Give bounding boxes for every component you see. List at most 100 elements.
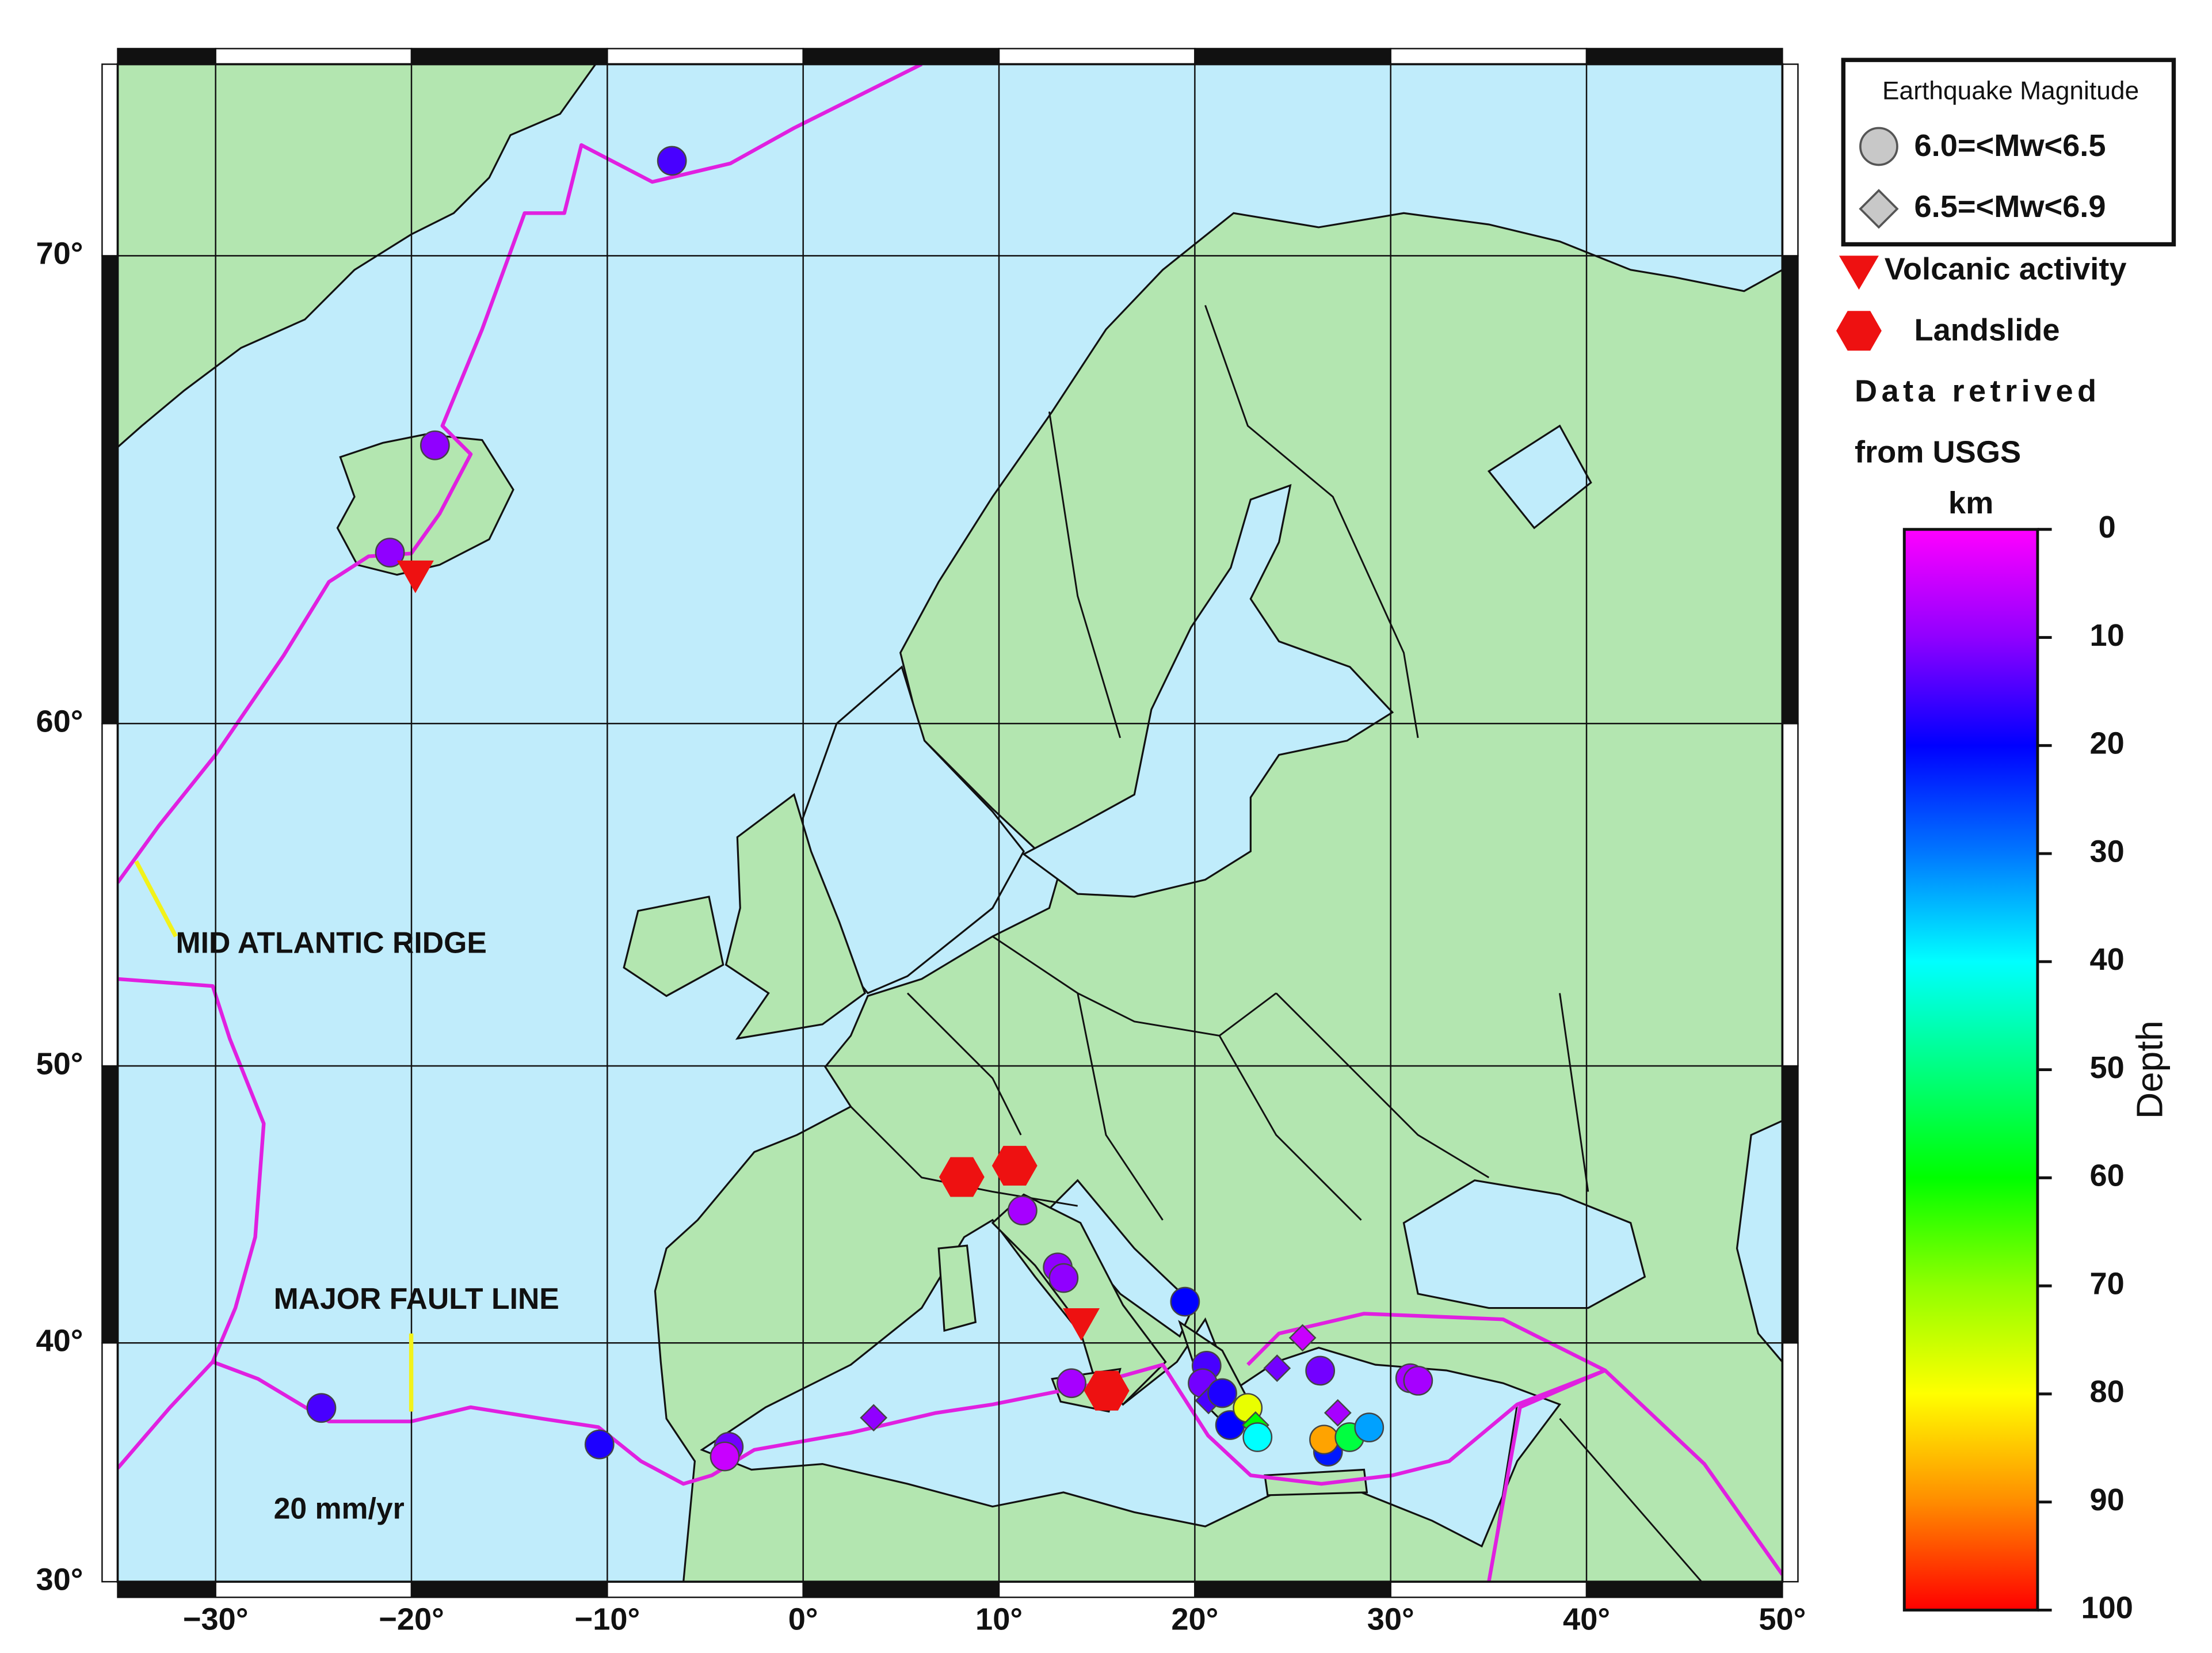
landslide xyxy=(991,1145,1038,1186)
x-tick-label: −10° xyxy=(575,1602,640,1636)
earthquake xyxy=(1403,1366,1433,1396)
legend-circle-icon xyxy=(1859,127,1898,166)
landslide xyxy=(939,1157,985,1197)
colorbar-tick-label: 50 xyxy=(2090,1050,2125,1085)
frame-segment xyxy=(1585,48,1783,65)
landslide xyxy=(1084,1370,1130,1411)
colorbar-ramp xyxy=(1902,528,2039,1612)
colorbar-tick-label: 60 xyxy=(2090,1159,2125,1193)
frame-outline xyxy=(116,63,1784,1583)
ireland xyxy=(623,896,724,997)
colorbar-tick-label: 80 xyxy=(2090,1374,2125,1409)
x-tick-label: 20° xyxy=(1171,1602,1218,1636)
earthquake-strong xyxy=(860,1404,888,1432)
white-sea xyxy=(1487,424,1592,530)
earthquake xyxy=(1309,1425,1339,1455)
earthquake xyxy=(1242,1422,1273,1452)
frame-segment xyxy=(1585,1580,1783,1598)
frame-segment xyxy=(1782,722,1799,1067)
colorbar-tick-label: 100 xyxy=(2081,1591,2133,1625)
events xyxy=(306,146,1433,1472)
y-tick-label: 50° xyxy=(36,1046,83,1081)
colorbar-tick-label: 10 xyxy=(2090,618,2125,653)
mediterranean-sea xyxy=(700,1218,1562,1548)
sardinia xyxy=(937,1244,977,1332)
legend-landslide-icon xyxy=(1836,311,1882,351)
volcano xyxy=(1062,1308,1100,1341)
great-britain xyxy=(724,793,867,1040)
earthquake xyxy=(1048,1263,1079,1293)
ridge-arrow xyxy=(134,860,178,938)
colorbar-tick-label: 70 xyxy=(2090,1266,2125,1301)
frame-segment xyxy=(215,1580,413,1598)
source-line-2: from USGS xyxy=(1855,435,2021,469)
frame-segment xyxy=(607,48,804,65)
frame-segment xyxy=(802,1580,1000,1598)
graticule xyxy=(117,64,1783,1582)
frame-segment xyxy=(1390,1580,1588,1598)
y-tick-label: 60° xyxy=(36,704,83,738)
source-line-1: Data retrived xyxy=(1855,374,2101,409)
ridge-label: MID ATLANTIC RIDGE xyxy=(176,925,487,959)
frame-segment xyxy=(410,48,608,65)
north-sea xyxy=(800,665,1025,995)
x-tick-label: 40° xyxy=(1563,1602,1610,1636)
earthquake-strong xyxy=(1263,1354,1291,1382)
frame-segment xyxy=(1782,255,1799,725)
frame-segment xyxy=(998,48,1196,65)
frame-segment xyxy=(101,1065,119,1344)
earthquake-strong xyxy=(1324,1399,1352,1427)
frame-segment xyxy=(607,1580,804,1598)
y-tick-label: 70° xyxy=(36,237,83,271)
frame-segment xyxy=(117,48,216,65)
frame-segment xyxy=(1194,1580,1391,1598)
legend: Earthquake Magnitude 6.0=<Mw<6.5 6.5=<Mw… xyxy=(1836,58,2176,469)
black-sea xyxy=(1402,1179,1646,1309)
y-tick-label: 30° xyxy=(36,1562,83,1597)
earthquake xyxy=(1354,1412,1385,1443)
colorbar-label: Depth xyxy=(2129,1020,2170,1119)
earthquake xyxy=(1007,1195,1038,1226)
legend-title: Earthquake Magnitude xyxy=(1882,77,2139,105)
frame-segment xyxy=(1782,1342,1799,1583)
colorbar-tick-label: 20 xyxy=(2090,726,2125,761)
frame-segment xyxy=(101,63,119,257)
x-tick-label: 0° xyxy=(788,1602,818,1636)
legend-landslide-label: Landslide xyxy=(1914,313,2060,348)
colorbar-tick-label: 0 xyxy=(2099,510,2116,544)
legend-volcano-label: Volcanic activity xyxy=(1885,252,2127,287)
italy xyxy=(991,1193,1167,1406)
frame-segment xyxy=(1390,48,1588,65)
frame-segment xyxy=(101,255,119,725)
earthquake xyxy=(1305,1355,1336,1386)
frame-segment xyxy=(101,722,119,1067)
frame-segment xyxy=(215,48,413,65)
fault-label: MAJOR FAULT LINE xyxy=(274,1282,559,1315)
earthquake xyxy=(584,1429,615,1460)
atlantic-fracture-zone xyxy=(117,977,266,1470)
frame-segment xyxy=(998,1580,1196,1598)
frame-segment xyxy=(802,48,1000,65)
baltic-sea xyxy=(1022,483,1394,898)
x-tick-label: 50° xyxy=(1759,1602,1806,1636)
earthquake xyxy=(1207,1378,1237,1408)
frame-segment xyxy=(101,1342,119,1583)
earthquake xyxy=(1057,1368,1086,1399)
x-tick-label: −20° xyxy=(379,1602,444,1636)
earthquake xyxy=(419,430,450,460)
earthquake xyxy=(306,1393,337,1423)
colorbar: km Depth 0 10 20 30 40 50 60 70 80 90 100 xyxy=(1902,486,2170,1625)
frame-segment xyxy=(1782,1065,1799,1344)
frame-segment xyxy=(1782,63,1799,257)
legend-volcano-icon xyxy=(1839,256,1879,290)
x-tick-label: 10° xyxy=(975,1602,1023,1636)
iceland xyxy=(336,433,514,576)
rate-label: 20 mm/yr xyxy=(274,1492,405,1525)
frame-segment xyxy=(117,1580,216,1598)
caspian-sea xyxy=(1736,1119,1783,1363)
frame-segment xyxy=(1194,48,1391,65)
map-frame xyxy=(101,48,1799,1598)
y-tick-label: 40° xyxy=(36,1324,83,1358)
legend-circle-label: 6.0=<Mw<6.5 xyxy=(1914,128,2106,163)
colorbar-tick-label: 40 xyxy=(2090,942,2125,977)
